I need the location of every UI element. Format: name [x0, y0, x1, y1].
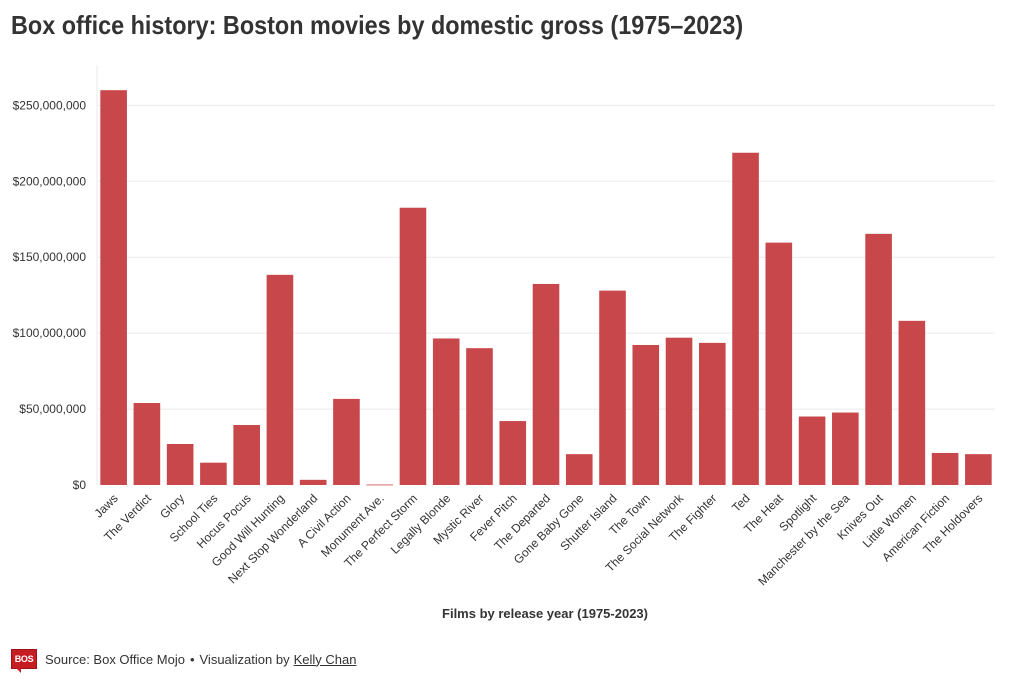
bar-chart: $0 $50,000,000 $100,000,000 $150,000,000 $20…: [13, 65, 995, 621]
author-link[interactable]: Kelly Chan: [293, 651, 357, 667]
bar: [732, 152, 759, 485]
bar: [965, 454, 992, 485]
y-tick-label: $50,000,000: [19, 402, 86, 416]
y-axis-ticks: $0 $50,000,000 $100,000,000 $150,000,000 $20…: [13, 98, 87, 492]
visualization-credit: Visualization by: [199, 651, 290, 667]
bars: [100, 90, 992, 486]
bar: [499, 421, 527, 485]
x-tick-label: Ted: [729, 491, 753, 515]
bar: [200, 462, 227, 485]
bar: [765, 242, 793, 485]
bar: [599, 290, 626, 485]
bar: [366, 484, 394, 486]
source-text: Source: Box Office Mojo: [45, 651, 185, 667]
footer: BOS Source: Box Office Mojo • Visualizat…: [11, 647, 357, 673]
bar: [333, 398, 360, 485]
bar: [931, 452, 959, 485]
y-tick-label: $250,000,000: [13, 98, 87, 112]
bar: [166, 444, 194, 485]
y-tick-label: $150,000,000: [13, 250, 87, 264]
bar: [399, 207, 427, 486]
bar: [532, 283, 560, 485]
bar: [798, 416, 826, 485]
y-tick-label: $200,000,000: [13, 174, 87, 188]
bar: [698, 342, 726, 485]
bar: [665, 337, 693, 485]
y-tick-label: $100,000,000: [13, 326, 87, 340]
y-tick-label: $0: [73, 478, 87, 492]
bar: [466, 348, 493, 485]
bar: [299, 479, 327, 485]
x-tick-label: The Holdovers: [920, 491, 985, 556]
bar: [898, 320, 926, 485]
bos-logo-icon: BOS: [11, 649, 37, 673]
bar: [632, 344, 660, 485]
bar: [133, 403, 161, 485]
bar: [233, 425, 260, 485]
bar: [565, 454, 593, 485]
x-tick-label: Glory: [157, 491, 187, 521]
bar: [432, 338, 460, 485]
x-tick-label: Jaws: [92, 491, 121, 520]
bar: [865, 233, 892, 485]
chart-title: Box office history: Boston movies by dom…: [11, 10, 744, 40]
footer-separator: •: [189, 651, 195, 667]
x-axis-label: Films by release year (1975-2023): [442, 606, 648, 621]
bar: [100, 90, 127, 486]
bar: [266, 274, 294, 485]
bar: [832, 412, 859, 485]
